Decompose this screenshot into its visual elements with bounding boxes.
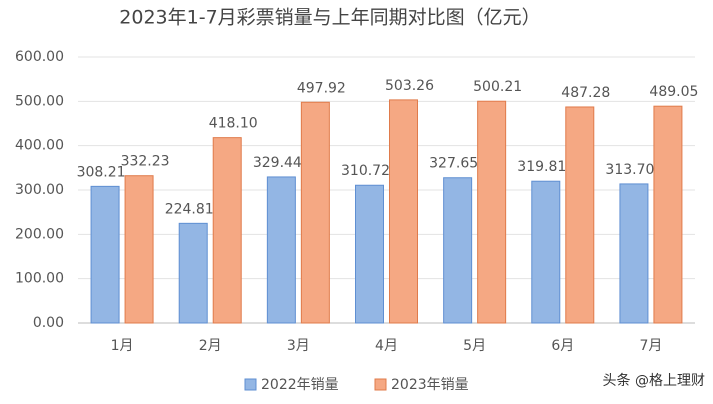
bar: [124, 175, 154, 324]
y-tick-label: 500.00: [15, 93, 64, 109]
bar: [389, 99, 418, 324]
y-tick-label: 400.00: [15, 138, 64, 154]
value-label: 308.21: [77, 164, 126, 180]
bar: [565, 106, 595, 324]
y-tick-label: 200.00: [15, 226, 64, 242]
y-tick-label: 0.00: [33, 315, 64, 331]
x-tick-label: 6月: [551, 338, 574, 354]
bar: [355, 184, 384, 324]
x-tick-label: 5月: [463, 338, 486, 354]
x-tick-label: 2月: [199, 338, 222, 354]
bar: [653, 105, 683, 324]
value-label: 319.81: [517, 159, 566, 175]
bar: [477, 100, 507, 324]
legend-label: 2023年销量: [391, 377, 469, 393]
bar: [178, 222, 208, 324]
value-label: 327.65: [429, 156, 478, 172]
chart-title: 2023年1-7月彩票销量与上年同期对比图（亿元）: [119, 7, 540, 29]
bar: [300, 101, 330, 324]
value-label: 329.44: [253, 155, 302, 171]
bar: [266, 176, 296, 324]
value-label: 332.23: [121, 154, 170, 170]
legend-swatch: [244, 378, 257, 391]
value-label: 224.81: [165, 201, 214, 217]
value-label: 503.26: [385, 78, 434, 94]
bar: [443, 177, 473, 324]
value-label: 489.05: [649, 84, 698, 100]
x-tick-label: 4月: [375, 338, 398, 354]
value-label: 313.70: [605, 162, 654, 178]
y-tick-label: 600.00: [15, 49, 64, 65]
value-label: 310.72: [341, 163, 390, 179]
x-tick-label: 1月: [111, 338, 134, 354]
bar: [212, 137, 242, 324]
y-tick-label: 100.00: [15, 271, 64, 287]
value-label: 500.21: [473, 79, 522, 95]
legend-swatch: [374, 378, 387, 391]
value-label: 418.10: [209, 116, 258, 132]
y-tick-label: 300.00: [15, 182, 64, 198]
bar: [531, 180, 561, 324]
value-label: 497.92: [297, 80, 346, 96]
watermark: 头条 @格上理财: [603, 372, 705, 389]
x-tick-label: 3月: [287, 338, 310, 354]
bar: [90, 185, 120, 324]
x-tick-label: 7月: [639, 338, 662, 354]
legend-label: 2022年销量: [261, 377, 339, 393]
bar: [619, 183, 649, 324]
value-label: 487.28: [561, 85, 610, 101]
